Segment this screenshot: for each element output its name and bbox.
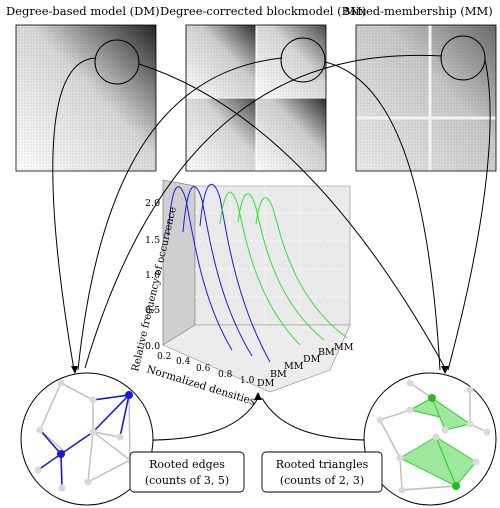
rooted-triangles-title: Rooted triangles — [276, 458, 369, 471]
dm-panel-title: Degree-based model (DM) — [6, 4, 160, 18]
model-tick-bm-1: BM — [270, 369, 287, 380]
model-tick-bm-2: BM — [318, 347, 335, 358]
z-tick-2-0: 2.0 — [145, 198, 160, 209]
rooted-triangles-box: Rooted triangles (counts of 2, 3) — [261, 451, 383, 493]
mm-panel-title: Mixed-membership (MM) — [344, 4, 493, 18]
model-tick-dm-2: DM — [303, 354, 321, 365]
z-tick-1-0: 1.0 — [145, 270, 160, 281]
z-tick-0-0: 0.0 — [145, 341, 160, 352]
mm-zoom-circle — [440, 35, 486, 81]
rooted-triangles-graph — [363, 372, 497, 506]
rooted-edges-graph — [20, 372, 154, 506]
model-tick-dm-1: DM — [257, 378, 275, 389]
rooted-triangles-counts: (counts of 2, 3) — [280, 474, 364, 487]
curve-edges-dm — [167, 186, 233, 351]
x-tick-0-2: 0.2 — [157, 352, 171, 362]
model-tick-mm-2: MM — [334, 342, 354, 353]
rooted-edges-box: Rooted edges (counts of 3, 5) — [129, 451, 245, 493]
z-tick-1-5: 1.5 — [145, 235, 160, 246]
density-3d-plot: 2.0 1.5 1.0 0.5 0.0 Relative frequency o… — [130, 179, 354, 408]
x-tick-0-6: 0.6 — [196, 364, 211, 374]
model-tick-mm-1: MM — [284, 361, 304, 372]
bm-panel-title: Degree-corrected blockmodel (BM) — [160, 4, 366, 18]
curve-triangles-mm — [255, 197, 348, 339]
mm-adjacency-matrix — [355, 24, 497, 172]
curve-triangles-bm — [237, 193, 325, 341]
curve-triangles-dm — [219, 191, 301, 346]
rooted-edges-counts: (counts of 3, 5) — [145, 474, 229, 487]
x-tick-0-8: 0.8 — [218, 370, 233, 380]
connector-arrowheads — [71, 366, 449, 400]
bm-zoom-circle — [280, 37, 326, 83]
bm-adjacency-matrix — [185, 24, 327, 172]
dm-adjacency-matrix — [15, 24, 157, 172]
z-tick-0-5: 0.5 — [145, 305, 160, 316]
dm-zoom-circle — [94, 39, 140, 85]
x-tick-0-4: 0.4 — [176, 357, 191, 367]
curve-edges-mm — [199, 183, 271, 363]
rooted-edges-title: Rooted edges — [149, 458, 225, 471]
x-tick-1-0: 1.0 — [240, 376, 255, 386]
